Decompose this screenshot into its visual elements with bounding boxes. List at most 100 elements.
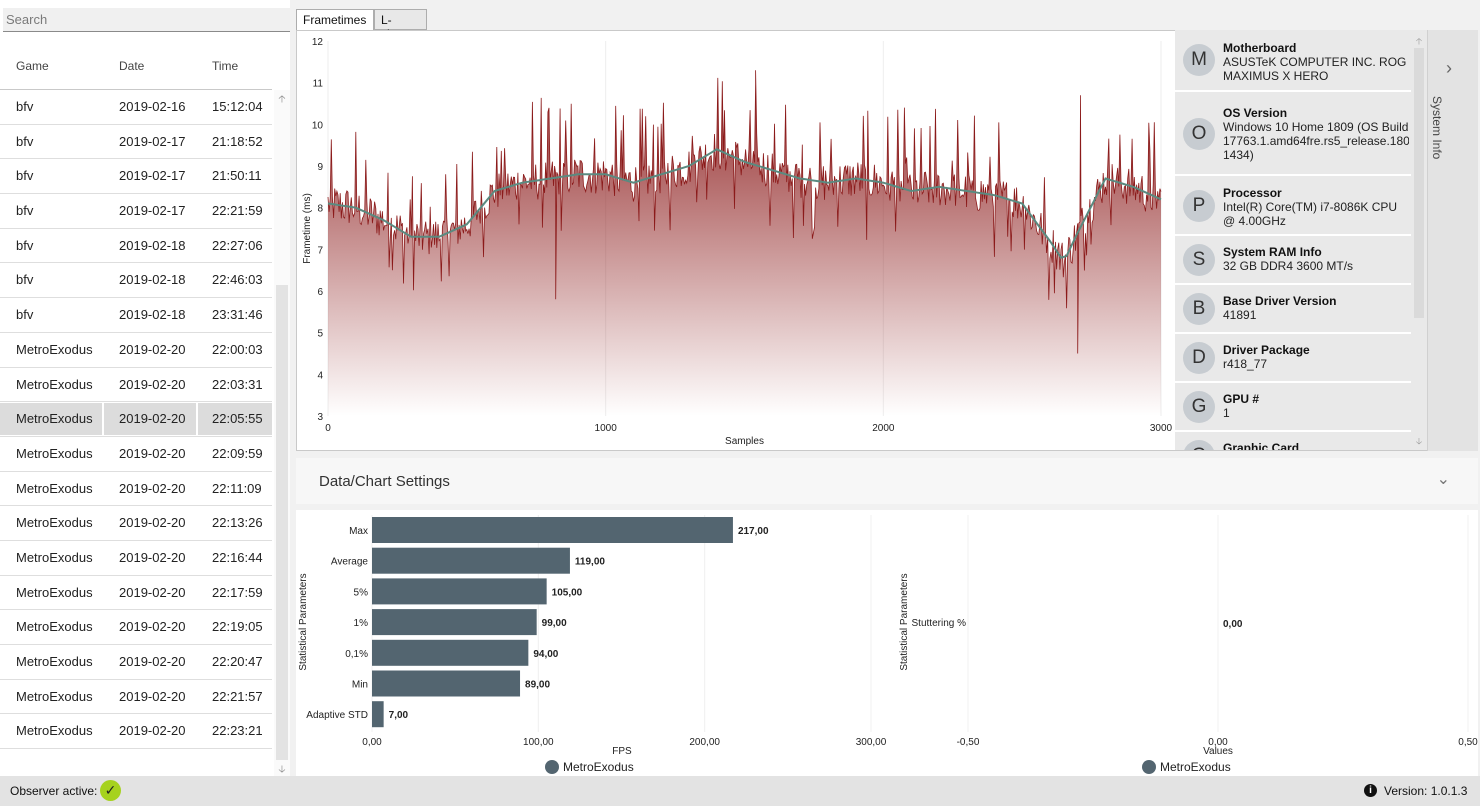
table-row[interactable]: MetroExodus 2019-02-20 22:03:31 xyxy=(0,368,272,403)
table-row[interactable]: MetroExodus 2019-02-20 22:11:09 xyxy=(0,472,272,507)
system-info-item: G GPU #1 xyxy=(1175,383,1411,432)
selection-highlight xyxy=(0,403,102,435)
x-axis-label: Samples xyxy=(725,436,764,447)
search-input[interactable] xyxy=(3,8,290,32)
cell-game: bfv xyxy=(16,133,34,149)
scrollbar-thumb[interactable] xyxy=(276,285,288,760)
bar-category-label: Average xyxy=(331,557,369,568)
scroll-down-icon[interactable]: 🡣 xyxy=(278,764,286,775)
cell-game: bfv xyxy=(16,168,34,184)
frametime-area xyxy=(328,70,1161,416)
cell-time: 22:17:59 xyxy=(212,584,263,600)
system-info-title: Base Driver Version xyxy=(1223,294,1337,308)
system-info-scrollbar[interactable]: 🡡 🡣 xyxy=(1411,30,1427,450)
bar-1-[interactable] xyxy=(372,609,537,636)
scroll-up-icon[interactable]: 🡡 xyxy=(1415,36,1423,46)
x-tick-label: 1000 xyxy=(595,423,618,434)
table-row[interactable]: MetroExodus 2019-02-20 22:16:44 xyxy=(0,541,272,576)
cell-time: 22:27:06 xyxy=(212,237,263,253)
bar-adaptive-std[interactable] xyxy=(372,701,384,728)
system-info-toggle[interactable]: › System Info xyxy=(1427,30,1478,451)
cell-time: 22:13:26 xyxy=(212,515,263,531)
bar-average[interactable] xyxy=(372,547,570,574)
bar-0-1-[interactable] xyxy=(372,639,529,666)
system-info-value: ASUSTeK COMPUTER INC. ROG MAXIMUS X HERO xyxy=(1223,55,1407,83)
system-info-item: M Motherboard ASUSTeK COMPUTER INC. ROG MA… xyxy=(1175,30,1411,92)
cell-game: bfv xyxy=(16,272,34,288)
cell-time: 22:00:03 xyxy=(212,341,263,357)
cell-game: MetroExodus xyxy=(16,376,93,392)
avatar: S xyxy=(1183,244,1215,276)
scroll-up-icon[interactable]: 🡡 xyxy=(278,94,286,105)
y-tick-label: 12 xyxy=(312,37,324,48)
table-row[interactable]: bfv 2019-02-17 21:18:52 xyxy=(0,125,272,160)
table-row[interactable]: bfv 2019-02-18 22:46:03 xyxy=(0,263,272,299)
cell-game: bfv xyxy=(16,99,34,114)
scrollbar-thumb[interactable] xyxy=(1414,48,1424,318)
y-tick-label: 10 xyxy=(312,120,324,131)
cell-time: 22:03:31 xyxy=(212,376,263,392)
bar-category-label: Stuttering % xyxy=(912,618,967,629)
table-row[interactable]: bfv 2019-02-17 22:21:59 xyxy=(0,194,272,229)
cell-date: 2019-02-20 xyxy=(119,619,186,635)
column-header-date[interactable]: Date xyxy=(119,59,145,73)
table-row[interactable]: MetroExodus 2019-02-20 22:13:26 xyxy=(0,506,272,541)
selection-highlight xyxy=(198,403,272,435)
table-row[interactable]: bfv 2019-02-18 22:27:06 xyxy=(0,229,272,264)
table-row[interactable]: MetroExodus 2019-02-20 22:00:03 xyxy=(0,333,272,368)
status-bar: Observer active: ✓ i Version: 1.0.1.3 xyxy=(0,776,1480,806)
table-row[interactable]: bfv 2019-02-16 15:12:04 xyxy=(0,90,272,125)
bar-category-label: Min xyxy=(352,680,368,691)
system-info-title: Driver Package xyxy=(1223,343,1310,357)
cell-time: 23:31:46 xyxy=(212,307,263,323)
bar-max[interactable] xyxy=(372,517,733,543)
list-header: Game Date Time xyxy=(0,52,272,90)
x-tick-label: 200,00 xyxy=(689,737,720,748)
table-row[interactable]: MetroExodus 2019-02-20 22:23:21 xyxy=(0,714,272,750)
table-row[interactable]: MetroExodus 2019-02-20 22:21:57 xyxy=(0,680,272,715)
statistics-charts: Max 217,00 Average 119,00 5% 105,00 1% 99,00 0,1… xyxy=(296,510,1478,776)
record-list-panel: Game Date Time bfv 2019-02-16 15:12:04 bfv 2… xyxy=(0,0,290,776)
bar-value-label: 89,00 xyxy=(525,680,550,691)
system-info-value: Windows 10 Home 1809 (OS Build 17763.1.a… xyxy=(1223,120,1409,162)
list-scrollbar[interactable]: 🡡 🡣 xyxy=(274,90,290,776)
system-info-item: D Driver Package r418_77 xyxy=(1175,334,1411,383)
bar-value-label: 94,00 xyxy=(533,649,558,660)
system-info-value: 41891 xyxy=(1223,308,1257,322)
frametime-chart-svg: 3 4 5 6 7 8 9 10 11 12 0 1000 2000 3000 Samples Frameti… xyxy=(302,37,1173,447)
chevron-down-icon[interactable]: ⌄ xyxy=(1436,471,1450,488)
data-chart-settings-expander[interactable]: Data/Chart Settings ⌄ xyxy=(296,458,1478,504)
system-info-list: M Motherboard ASUSTeK COMPUTER INC. ROG MA… xyxy=(1175,30,1427,450)
cell-date: 2019-02-16 xyxy=(119,99,186,114)
cell-date: 2019-02-18 xyxy=(119,272,186,288)
tab-label: Frametimes xyxy=(303,13,367,27)
table-row[interactable]: MetroExodus 2019-02-20 22:05:55 xyxy=(0,402,272,437)
cell-date: 2019-02-18 xyxy=(119,237,186,253)
table-row[interactable]: MetroExodus 2019-02-20 22:19:05 xyxy=(0,610,272,645)
table-row[interactable]: MetroExodus 2019-02-20 22:17:59 xyxy=(0,576,272,611)
table-row[interactable]: MetroExodus 2019-02-20 22:20:47 xyxy=(0,645,272,680)
tab-frametimes[interactable]: Frametimes xyxy=(296,9,374,31)
scroll-down-icon[interactable]: 🡣 xyxy=(1415,436,1423,446)
chevron-right-icon[interactable]: › xyxy=(1446,58,1452,78)
cell-game: MetroExodus xyxy=(16,341,93,357)
bar-value-label: 105,00 xyxy=(552,587,583,598)
tab-l-shape[interactable]: L-shape xyxy=(374,9,427,41)
y-tick-label: 5 xyxy=(317,329,323,340)
cell-time: 22:05:55 xyxy=(212,411,263,427)
x-tick-label: 300,00 xyxy=(856,737,887,748)
table-row[interactable]: bfv 2019-02-18 23:31:46 xyxy=(0,298,272,333)
cell-date: 2019-02-18 xyxy=(119,307,186,323)
x-axis-label: FPS xyxy=(612,746,632,757)
bar-5-[interactable] xyxy=(372,578,547,605)
table-row[interactable]: bfv 2019-02-17 21:50:11 xyxy=(0,159,272,195)
cell-date: 2019-02-17 xyxy=(119,133,186,149)
avatar: P xyxy=(1183,190,1215,222)
column-header-game[interactable]: Game xyxy=(16,59,49,73)
cell-date: 2019-02-20 xyxy=(119,411,186,427)
cell-date: 2019-02-20 xyxy=(119,445,186,461)
bar-min[interactable] xyxy=(372,670,521,697)
table-row[interactable]: MetroExodus 2019-02-20 22:09:59 xyxy=(0,437,272,472)
info-icon[interactable]: i xyxy=(1364,784,1377,797)
column-header-time[interactable]: Time xyxy=(212,59,239,73)
